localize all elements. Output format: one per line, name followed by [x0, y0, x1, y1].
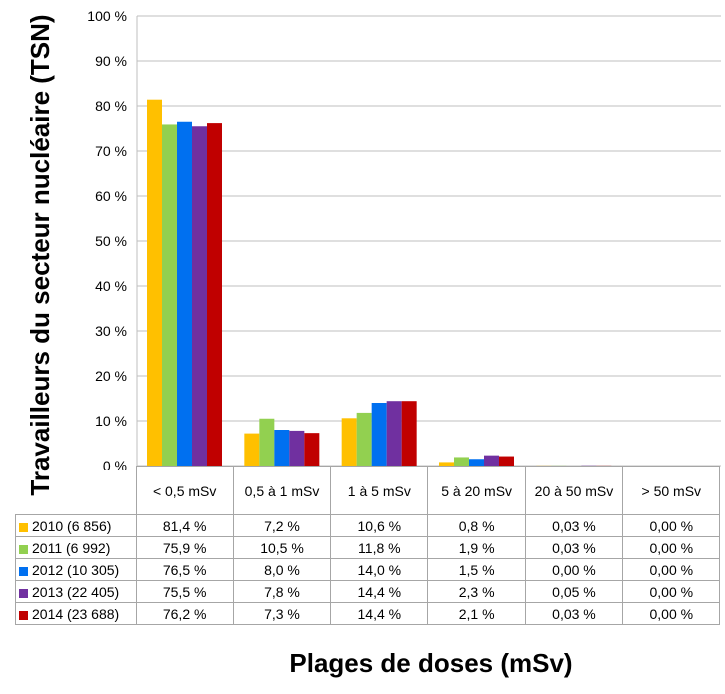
- table-cell: 8,0 %: [232, 558, 332, 581]
- bar-3-3: [371, 403, 387, 466]
- y-tick-label: 50 %: [95, 233, 127, 249]
- bar-5-3: [401, 401, 417, 466]
- data-table-body: 2010 (6 856) 81,4 % 7,2 % 10,6 % 0,8 % 0,03 %…: [15, 514, 721, 625]
- bar-5-1: [207, 123, 222, 466]
- legend-entry: 2011 (6 992): [15, 536, 137, 559]
- table-cell: 76,5 %: [135, 558, 234, 581]
- bar-3-4: [469, 459, 484, 466]
- legend-label: 2013 (22 405): [32, 583, 120, 600]
- x-tick-label: 0,5 à 1 mSv: [232, 466, 332, 515]
- y-tick-label: 90 %: [95, 53, 127, 69]
- table-cell: 0,00 %: [622, 514, 721, 537]
- bar-1-1: [147, 99, 162, 466]
- table-cell: 0,00 %: [622, 536, 721, 559]
- table-cell: 0,03 %: [524, 536, 624, 559]
- table-cell: 2,1 %: [427, 602, 526, 625]
- table-cell: 0,00 %: [622, 558, 721, 581]
- bar-4-3: [386, 401, 402, 466]
- legend-entry: 2013 (22 405): [15, 580, 137, 603]
- bar-3-2: [274, 430, 290, 466]
- table-cell: 7,3 %: [232, 602, 332, 625]
- bar-3-1: [177, 121, 192, 466]
- legend-label: 2014 (23 688): [32, 605, 120, 622]
- table-cell: 0,05 %: [524, 580, 624, 603]
- x-tick-label: 5 à 20 mSv: [427, 466, 526, 515]
- x-axis-label: Plages de doses (mSv): [289, 648, 573, 678]
- table-cell: 0,00 %: [524, 558, 624, 581]
- bar-4-1: [192, 126, 207, 466]
- bar-1-3: [341, 418, 357, 466]
- table-cell: 7,2 %: [232, 514, 332, 537]
- table-cell: 0,00 %: [622, 580, 721, 603]
- table-cell: 14,4 %: [330, 602, 429, 625]
- y-tick-label: 40 %: [95, 278, 127, 294]
- table-cell: 10,6 %: [330, 514, 429, 537]
- table-cell: 75,5 %: [135, 580, 234, 603]
- table-cell: 7,8 %: [232, 580, 332, 603]
- y-axis-label: Travailleurs du secteur nucléaire (TSN): [25, 14, 55, 496]
- chart-plot: 0 %10 %20 %30 %40 %50 %60 %70 %80 %90 %1…: [87, 8, 721, 470]
- table-row: 2014 (23 688) 76,2 % 7,3 % 14,4 % 2,1 % 0,03 …: [15, 602, 721, 625]
- bar-4-2: [289, 430, 305, 466]
- table-row: 2010 (6 856) 81,4 % 7,2 % 10,6 % 0,8 % 0,03 %…: [15, 514, 721, 537]
- table-row: 2013 (22 405) 75,5 % 7,8 % 14,4 % 2,3 % 0,05 …: [15, 580, 721, 603]
- bar-5-2: [304, 433, 320, 466]
- bar-2-1: [162, 124, 177, 466]
- table-row: 2011 (6 992) 75,9 % 10,5 % 11,8 % 1,9 % 0,03 …: [15, 536, 721, 559]
- table-cell: 10,5 %: [232, 536, 332, 559]
- legend-label: 2011 (6 992): [32, 539, 111, 556]
- legend-swatch: [19, 566, 28, 576]
- legend-entry: 2010 (6 856): [15, 514, 137, 537]
- y-tick-label: 80 %: [95, 98, 127, 114]
- table-cell: 0,00 %: [622, 602, 721, 625]
- legend-label: 2010 (6 856): [32, 517, 112, 534]
- legend-label: 2012 (10 305): [32, 561, 120, 578]
- table-corner: [15, 466, 137, 515]
- x-tick-label: > 50 mSv: [622, 466, 721, 515]
- bar-5-4: [499, 456, 514, 466]
- table-cell: 0,03 %: [524, 514, 624, 537]
- y-tick-label: 10 %: [95, 413, 127, 429]
- y-axis-label-container: Travailleurs du secteur nucléaire (TSN): [0, 0, 80, 500]
- table-cell: 1,5 %: [427, 558, 526, 581]
- table-cell: 14,0 %: [330, 558, 429, 581]
- table-cell: 0,8 %: [427, 514, 526, 537]
- y-tick-label: 20 %: [95, 368, 127, 384]
- table-cell: 11,8 %: [330, 536, 429, 559]
- bar-1-2: [244, 433, 260, 466]
- legend-swatch: [19, 522, 28, 532]
- table-cell: 75,9 %: [135, 536, 234, 559]
- legend-entry: 2012 (10 305): [15, 558, 137, 581]
- bar-4-4: [484, 455, 499, 466]
- legend-swatch: [19, 544, 28, 554]
- data-table-header: < 0,5 mSv 0,5 à 1 mSv 1 à 5 mSv 5 à 20 mSv 2…: [15, 466, 721, 515]
- table-row: 2012 (10 305) 76,5 % 8,0 % 14,0 % 1,5 % 0,00 …: [15, 558, 721, 581]
- data-table: < 0,5 mSv 0,5 à 1 mSv 1 à 5 mSv 5 à 20 mSv 2…: [15, 466, 721, 625]
- table-cell: 2,3 %: [427, 580, 526, 603]
- bar-2-2: [259, 418, 275, 466]
- bar-2-3: [356, 412, 372, 466]
- legend-swatch: [19, 588, 28, 598]
- x-tick-label: 1 à 5 mSv: [330, 466, 429, 515]
- bar-2-4: [454, 457, 469, 466]
- y-tick-label: 30 %: [95, 323, 127, 339]
- x-tick-label: < 0,5 mSv: [135, 466, 234, 515]
- y-tick-label: 100 %: [87, 8, 127, 24]
- table-cell: 0,03 %: [524, 602, 624, 625]
- table-cell: 81,4 %: [135, 514, 234, 537]
- table-cell: 14,4 %: [330, 580, 429, 603]
- y-tick-label: 70 %: [95, 143, 127, 159]
- table-cell: 76,2 %: [135, 602, 234, 625]
- y-tick-label: 60 %: [95, 188, 127, 204]
- legend-entry: 2014 (23 688): [15, 602, 137, 625]
- table-cell: 1,9 %: [427, 536, 526, 559]
- legend-swatch: [19, 610, 28, 620]
- x-tick-label: 20 à 50 mSv: [524, 466, 624, 515]
- bar-1-4: [439, 462, 454, 466]
